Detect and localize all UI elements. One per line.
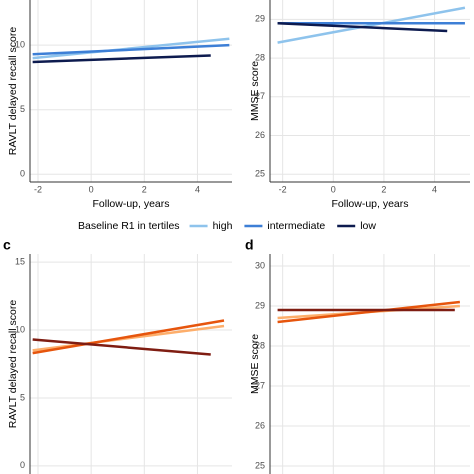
y-tick-label: 25 <box>255 169 265 179</box>
y-tick-label: 10 <box>15 324 25 334</box>
y-tick-label: 30 <box>255 260 265 270</box>
y-tick-label: 26 <box>255 130 265 140</box>
x-tick-label: -2 <box>34 184 42 194</box>
panel <box>30 254 232 474</box>
y-tick-label: 27 <box>255 91 265 101</box>
y-tick-label: 28 <box>255 340 265 350</box>
trend-line <box>32 54 211 64</box>
y-axis-title: MMSE score <box>249 61 261 121</box>
x-tick-label: -2 <box>279 184 287 194</box>
trend-line <box>32 37 230 60</box>
panel <box>30 0 232 182</box>
y-tick-label: 29 <box>255 14 265 24</box>
x-tick-label: 0 <box>89 184 94 194</box>
y-tick-label: 27 <box>255 380 265 390</box>
trend-line <box>277 21 448 33</box>
y-tick-label: 29 <box>255 300 265 310</box>
x-tick-label: 4 <box>195 184 200 194</box>
x-tick-label: 0 <box>331 184 336 194</box>
panel-label: c <box>3 237 11 253</box>
x-tick-label: 2 <box>142 184 147 194</box>
x-axis-title: Follow-up, years <box>92 198 169 210</box>
trend-line <box>277 300 461 324</box>
y-tick-label: 5 <box>20 104 25 114</box>
trend-line <box>32 319 225 355</box>
panel <box>270 254 470 474</box>
trend-line <box>32 43 230 56</box>
x-axis-title: Follow-up, years <box>331 198 408 210</box>
trend-line <box>32 338 211 356</box>
y-axis-title: RAVLT delayed recall score <box>7 300 19 429</box>
y-tick-label: 0 <box>20 460 25 470</box>
legend-label: low <box>360 220 376 232</box>
x-tick-label: 4 <box>432 184 437 194</box>
y-tick-label: 10 <box>15 40 25 50</box>
y-tick-label: 0 <box>20 169 25 179</box>
y-tick-label: 5 <box>20 392 25 402</box>
legend-title: Baseline R1 in tertiles <box>78 220 180 232</box>
y-tick-label: 25 <box>255 460 265 470</box>
y-tick-label: 28 <box>255 52 265 62</box>
trend-line <box>277 6 466 44</box>
x-tick-label: 2 <box>381 184 386 194</box>
panel-label: d <box>245 237 254 253</box>
legend-label: intermediate <box>267 220 325 232</box>
y-axis-title: MMSE score <box>249 334 261 394</box>
y-tick-label: 26 <box>255 420 265 430</box>
y-tick-label: 15 <box>15 257 25 267</box>
legend-label: high <box>213 220 233 232</box>
trend-line <box>32 324 225 352</box>
y-axis-title: RAVLT delayed recall score <box>7 27 19 156</box>
